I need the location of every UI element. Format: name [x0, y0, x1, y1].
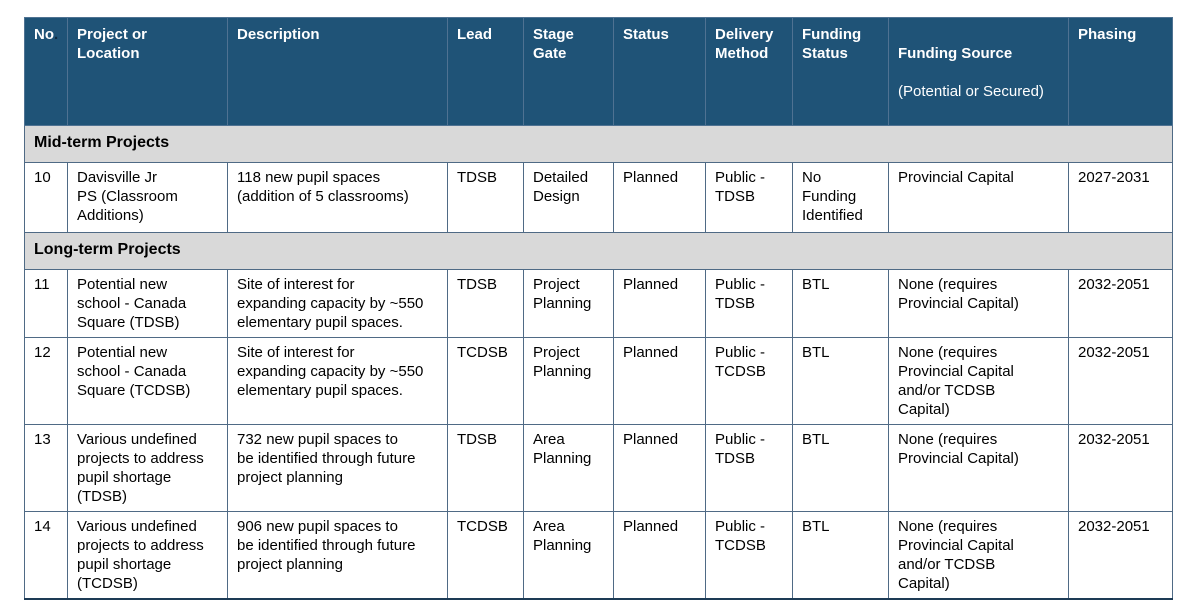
table-row: 14 Various undefined projects to address…	[24, 511, 1173, 600]
cell-status: Planned	[613, 269, 706, 338]
column-header-period: .	[54, 26, 59, 43]
cell-description: 732 new pupil spaces to be identified th…	[227, 424, 448, 512]
cell-status: Planned	[613, 424, 706, 512]
cell-stage-gate: Area Planning	[523, 511, 614, 600]
column-header-label: No	[34, 26, 54, 43]
cell-project-or-location: Various undefined projects to address pu…	[67, 424, 228, 512]
cell-status: Planned	[613, 337, 706, 425]
table-header: No. Project or Location Description Lead…	[24, 17, 1173, 126]
cell-funding-source: None (requires Provincial Capital and/or…	[888, 511, 1069, 600]
cell-lead: TDSB	[447, 162, 524, 233]
column-header-phasing: Phasing	[1068, 17, 1173, 126]
table-row: 12 Potential new school - Canada Square …	[24, 337, 1173, 425]
table-body: Mid-term Projects 10 Davisville Jr PS (C…	[24, 125, 1173, 600]
cell-no: 13	[24, 424, 68, 512]
cell-funding-status: BTL	[792, 269, 889, 338]
cell-phasing: 2032-2051	[1068, 511, 1173, 600]
cell-delivery-method: Public - TDSB	[705, 162, 793, 233]
column-header-status: Status	[613, 17, 706, 126]
column-header-stage-gate: Stage Gate	[523, 17, 614, 126]
cell-project-or-location: Potential new school - Canada Square (TC…	[67, 337, 228, 425]
column-header-no: No.	[24, 17, 68, 126]
cell-funding-source: None (requires Provincial Capital)	[888, 424, 1069, 512]
cell-funding-source: None (requires Provincial Capital)	[888, 269, 1069, 338]
cell-no: 10	[24, 162, 68, 233]
cell-funding-status: BTL	[792, 337, 889, 425]
cell-lead: TDSB	[447, 424, 524, 512]
cell-delivery-method: Public - TCDSB	[705, 337, 793, 425]
section-title: Mid-term Projects	[24, 125, 1173, 163]
column-header-project-or-location: Project or Location	[67, 17, 228, 126]
column-header-description: Description	[227, 17, 448, 126]
cell-project-or-location: Davisville Jr PS (Classroom Additions)	[67, 162, 228, 233]
column-header-sublabel: (Potential or Secured)	[898, 83, 1044, 100]
cell-lead: TDSB	[447, 269, 524, 338]
cell-funding-status: BTL	[792, 511, 889, 600]
cell-no: 12	[24, 337, 68, 425]
column-header-delivery-method: Delivery Method	[705, 17, 793, 126]
cell-delivery-method: Public - TDSB	[705, 424, 793, 512]
cell-lead: TCDSB	[447, 337, 524, 425]
cell-status: Planned	[613, 511, 706, 600]
column-header-lead: Lead	[447, 17, 524, 126]
cell-lead: TCDSB	[447, 511, 524, 600]
header-row: No. Project or Location Description Lead…	[24, 17, 1173, 126]
section-header-row-mid-term: Mid-term Projects	[24, 125, 1173, 163]
cell-description: 906 new pupil spaces to be identified th…	[227, 511, 448, 600]
capital-projects-table: No. Project or Location Description Lead…	[24, 17, 1173, 600]
cell-phasing: 2032-2051	[1068, 337, 1173, 425]
cell-stage-gate: Detailed Design	[523, 162, 614, 233]
column-header-funding-status: Funding Status	[792, 17, 889, 126]
cell-project-or-location: Various undefined projects to address pu…	[67, 511, 228, 600]
page: { "colors": { "header_background": "#1f5…	[0, 17, 1186, 600]
column-header-funding-source: Funding Source (Potential or Secured)	[888, 17, 1069, 126]
cell-description: Site of interest for expanding capacity …	[227, 269, 448, 338]
cell-funding-source: None (requires Provincial Capital and/or…	[888, 337, 1069, 425]
cell-phasing: 2032-2051	[1068, 424, 1173, 512]
cell-stage-gate: Project Planning	[523, 269, 614, 338]
cell-description: Site of interest for expanding capacity …	[227, 337, 448, 425]
cell-funding-status: No Funding Identified	[792, 162, 889, 233]
cell-phasing: 2027-2031	[1068, 162, 1173, 233]
cell-no: 11	[24, 269, 68, 338]
cell-no: 14	[24, 511, 68, 600]
cell-phasing: 2032-2051	[1068, 269, 1173, 338]
cell-delivery-method: Public - TCDSB	[705, 511, 793, 600]
cell-status: Planned	[613, 162, 706, 233]
column-header-label: Funding Source	[898, 45, 1013, 62]
table-row: 13 Various undefined projects to address…	[24, 424, 1173, 512]
cell-funding-status: BTL	[792, 424, 889, 512]
table-row: 11 Potential new school - Canada Square …	[24, 269, 1173, 338]
cell-stage-gate: Area Planning	[523, 424, 614, 512]
cell-funding-source: Provincial Capital	[888, 162, 1069, 233]
cell-stage-gate: Project Planning	[523, 337, 614, 425]
cell-delivery-method: Public - TDSB	[705, 269, 793, 338]
section-title: Long-term Projects	[24, 232, 1173, 270]
cell-project-or-location: Potential new school - Canada Square (TD…	[67, 269, 228, 338]
section-header-row-long-term: Long-term Projects	[24, 232, 1173, 270]
cell-description: 118 new pupil spaces (addition of 5 clas…	[227, 162, 448, 233]
table-row: 10 Davisville Jr PS (Classroom Additions…	[24, 162, 1173, 233]
